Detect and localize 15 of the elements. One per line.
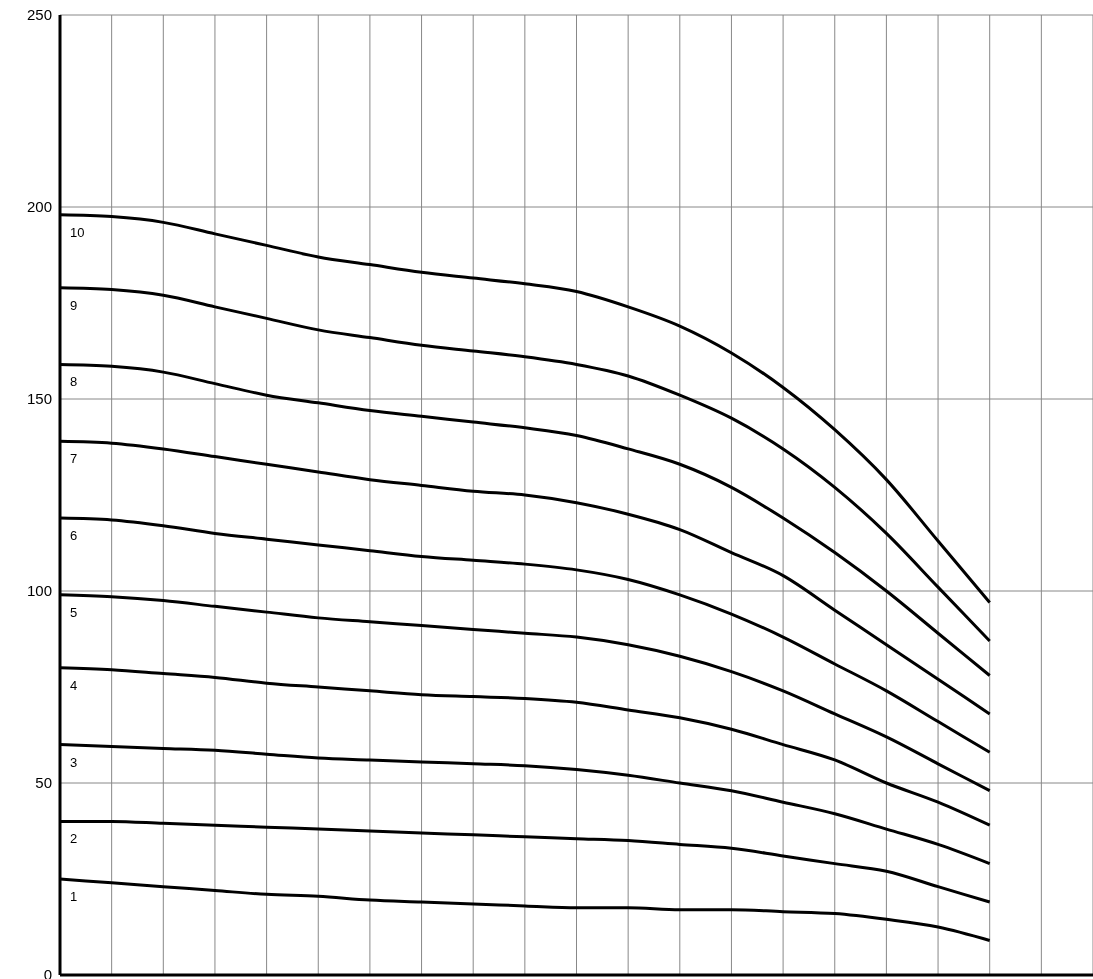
series-label: 4 <box>70 677 78 693</box>
series-label: 10 <box>70 224 85 240</box>
series-label: 7 <box>70 451 78 467</box>
y-tick-label: 200 <box>26 198 52 216</box>
series-label: 9 <box>70 297 78 313</box>
series-label: 2 <box>70 831 78 847</box>
y-tick-label: 50 <box>35 774 52 792</box>
series-label: 5 <box>70 604 78 620</box>
series-label: 8 <box>70 374 78 390</box>
y-tick-label: 100 <box>26 582 52 600</box>
series-label: 6 <box>70 528 78 544</box>
series-label: 3 <box>70 754 78 770</box>
y-tick-label: 150 <box>26 390 52 408</box>
y-tick-label: 250 <box>26 6 52 24</box>
series-label: 1 <box>70 889 78 904</box>
